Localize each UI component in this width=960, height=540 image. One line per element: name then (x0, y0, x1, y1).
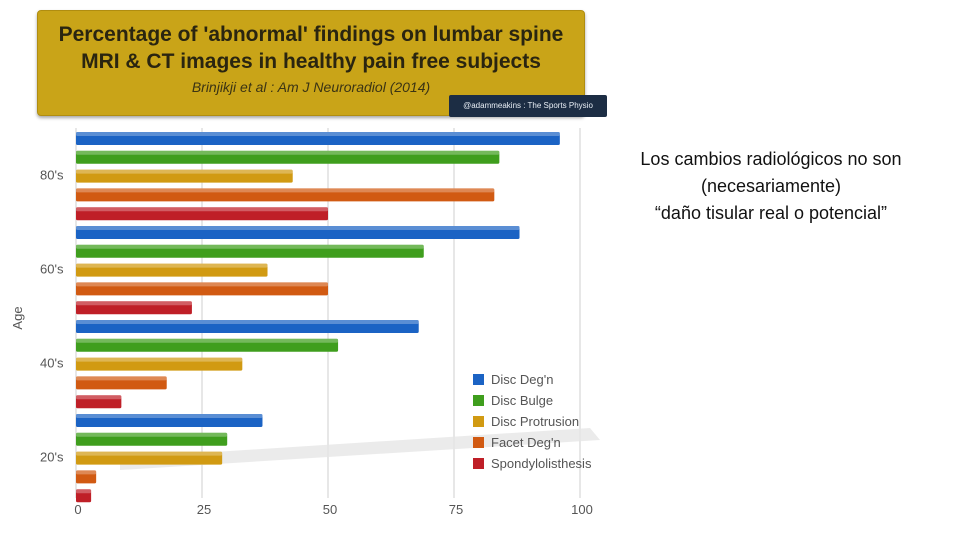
legend-swatch (473, 437, 484, 448)
legend-label: Disc Protrusion (491, 414, 579, 429)
bar-highlight (76, 282, 328, 287)
bar (76, 132, 560, 145)
legend-label: Disc Deg'n (491, 372, 553, 387)
category-label: 20's (40, 450, 64, 465)
bar-highlight (76, 357, 243, 362)
legend-swatch (473, 374, 484, 385)
legend-swatch (473, 458, 484, 469)
x-tick-label: 25 (197, 502, 211, 517)
x-tick-label: 75 (449, 502, 463, 517)
category-label: 40's (40, 356, 64, 371)
bar-highlight (76, 414, 263, 418)
title-card: Percentage of 'abnormal' findings on lum… (37, 10, 585, 116)
bar-highlight (76, 489, 92, 494)
chart-image: Percentage of 'abnormal' findings on lum… (10, 10, 607, 528)
bar-highlight (76, 376, 167, 381)
legend-label: Facet Deg'n (491, 435, 561, 450)
bar (76, 451, 223, 465)
bar (76, 226, 520, 239)
bar (76, 263, 268, 277)
bar-highlight (76, 320, 419, 324)
bar-highlight (76, 301, 192, 306)
bar-highlight (76, 263, 268, 268)
chart-citation: Brinjikji et al : Am J Neuroradiol (2014… (191, 79, 431, 95)
credit-badge: @adammeakins : The Sports Physio (449, 95, 607, 117)
bar-highlight (76, 470, 97, 475)
side-note-line1: Los cambios radiológicos no son (640, 149, 902, 169)
bar-highlight (76, 451, 223, 456)
y-axis-label: Age (10, 306, 25, 329)
x-tick-label: 50 (323, 502, 337, 517)
x-tick-label: 100 (571, 502, 593, 517)
bar-highlight (76, 244, 424, 249)
bar (76, 395, 122, 409)
bar (76, 470, 97, 484)
bar (76, 150, 500, 164)
bar-highlight (76, 207, 328, 212)
chart-title-line1: Percentage of 'abnormal' findings on lum… (58, 23, 564, 46)
bar (76, 169, 293, 183)
bar (76, 282, 328, 296)
bar (76, 489, 92, 503)
x-tick-label: 0 (74, 502, 81, 517)
bar (76, 320, 419, 333)
bar (76, 432, 228, 446)
bar-highlight (76, 150, 500, 155)
side-note-line3: “daño tisular real o potencial” (654, 203, 888, 223)
category-label: 60's (40, 262, 64, 277)
side-note: Los cambios radiológicos no son (necesar… (606, 146, 936, 227)
chart-title-line2: MRI & CT images in healthy pain free sub… (81, 50, 541, 73)
bar-chart: 80's 60's 40's 20's 0 25 50 75 100 Disc Deg'n Di… (10, 128, 600, 528)
bar-highlight (76, 338, 339, 343)
bar-highlight (76, 226, 520, 230)
bar (76, 414, 263, 427)
legend-swatch (473, 395, 484, 406)
legend-swatch (473, 416, 484, 427)
bar (76, 188, 495, 202)
bar-highlight (76, 395, 122, 400)
bar (76, 376, 167, 390)
legend-label: Spondylolisthesis (491, 456, 592, 471)
chart-title: Percentage of 'abnormal' findings on lum… (38, 21, 584, 75)
bar (76, 244, 424, 258)
bar-highlight (76, 169, 293, 174)
bar (76, 338, 339, 352)
bar-highlight (76, 132, 560, 136)
bar-highlight (76, 432, 228, 437)
category-label: 80's (40, 168, 64, 183)
bar-highlight (76, 188, 495, 193)
side-note-line2: (necesariamente) (700, 176, 842, 196)
legend-label: Disc Bulge (491, 393, 553, 408)
bar (76, 357, 243, 371)
bar (76, 301, 192, 315)
bar (76, 207, 328, 221)
